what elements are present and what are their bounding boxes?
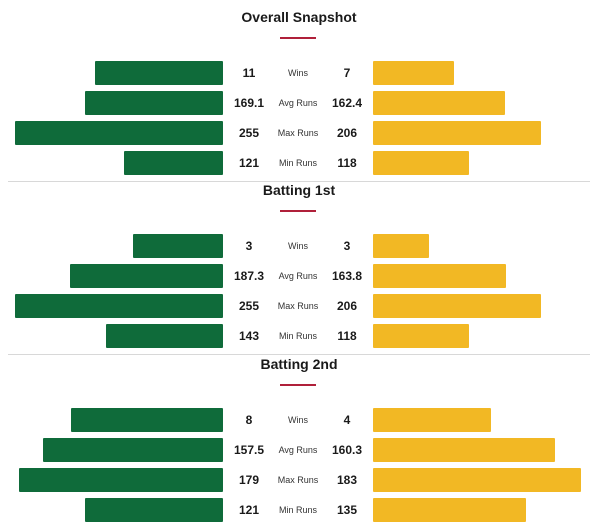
team-b-value: 135 bbox=[336, 503, 358, 517]
team-b-value: 118 bbox=[337, 156, 357, 170]
stat-label: Avg Runs bbox=[278, 271, 318, 281]
team-b-bar bbox=[373, 61, 454, 85]
team-a-value: 255 bbox=[238, 299, 260, 313]
team-a-value: 187.3 bbox=[233, 269, 265, 283]
team-b-bar bbox=[373, 91, 505, 115]
team-a-value: 8 bbox=[245, 413, 253, 427]
team-a-value: 179 bbox=[238, 473, 260, 487]
stat-label: Wins bbox=[288, 241, 308, 251]
stat-label: Avg Runs bbox=[278, 445, 318, 455]
stat-row-min-runs: 143 Min Runs 118 bbox=[0, 324, 598, 348]
title-underline bbox=[280, 384, 316, 386]
team-a-bar bbox=[85, 91, 223, 115]
team-b-value: 206 bbox=[336, 126, 358, 140]
stat-row-max-runs: 179 Max Runs 183 bbox=[0, 468, 598, 492]
stat-label: Max Runs bbox=[277, 128, 319, 138]
team-b-bar bbox=[373, 324, 469, 348]
section-title: Batting 1st bbox=[262, 182, 336, 198]
team-a-value: 3 bbox=[245, 239, 253, 253]
team-a-bar bbox=[19, 468, 223, 492]
stat-row-max-runs: 255 Max Runs 206 bbox=[0, 121, 598, 145]
team-a-value: 169.1 bbox=[233, 96, 265, 110]
stat-label: Wins bbox=[288, 415, 308, 425]
team-b-bar bbox=[373, 151, 469, 175]
team-a-bar bbox=[15, 121, 223, 145]
team-b-value: 3 bbox=[343, 239, 351, 253]
section-title: Overall Snapshot bbox=[241, 9, 357, 25]
team-a-value: 255 bbox=[238, 126, 260, 140]
team-b-value: 118 bbox=[337, 329, 357, 343]
team-a-bar bbox=[133, 234, 223, 258]
team-b-value: 163.8 bbox=[331, 269, 363, 283]
team-a-value: 11 bbox=[242, 66, 256, 80]
section-divider bbox=[8, 354, 590, 355]
team-b-value: 160.3 bbox=[331, 443, 363, 457]
team-a-value: 121 bbox=[238, 503, 260, 517]
stat-row-wins: 3 Wins 3 bbox=[0, 234, 598, 258]
team-b-value: 206 bbox=[336, 299, 358, 313]
title-underline bbox=[280, 210, 316, 212]
team-a-bar bbox=[124, 151, 223, 175]
section-divider bbox=[8, 181, 590, 182]
team-b-bar bbox=[373, 498, 526, 522]
team-a-bar bbox=[43, 438, 223, 462]
team-b-value: 183 bbox=[336, 473, 358, 487]
stat-label: Min Runs bbox=[278, 505, 317, 515]
team-b-bar bbox=[373, 264, 506, 288]
stat-label: Min Runs bbox=[278, 158, 317, 168]
team-b-bar bbox=[373, 408, 491, 432]
stat-label: Max Runs bbox=[277, 475, 319, 485]
team-b-value: 162.4 bbox=[331, 96, 363, 110]
team-b-bar bbox=[373, 121, 541, 145]
team-b-value: 7 bbox=[343, 66, 351, 80]
section-title: Batting 2nd bbox=[260, 356, 338, 372]
stat-row-min-runs: 121 Min Runs 118 bbox=[0, 151, 598, 175]
team-b-bar bbox=[373, 468, 581, 492]
team-a-bar bbox=[95, 61, 223, 85]
team-a-bar bbox=[106, 324, 223, 348]
title-underline bbox=[280, 37, 316, 39]
team-a-bar bbox=[85, 498, 223, 522]
stat-label: Min Runs bbox=[278, 331, 317, 341]
stat-row-wins: 11 Wins 7 bbox=[0, 61, 598, 85]
team-a-bar bbox=[70, 264, 223, 288]
team-b-value: 4 bbox=[343, 413, 351, 427]
stat-label: Wins bbox=[288, 68, 308, 78]
team-b-bar bbox=[373, 294, 541, 318]
stat-row-min-runs: 121 Min Runs 135 bbox=[0, 498, 598, 522]
team-a-value: 121 bbox=[238, 156, 260, 170]
stat-label: Avg Runs bbox=[278, 98, 318, 108]
stat-label: Max Runs bbox=[277, 301, 319, 311]
team-b-bar bbox=[373, 438, 555, 462]
team-a-value: 157.5 bbox=[233, 443, 265, 457]
stat-row-avg-runs: 157.5 Avg Runs 160.3 bbox=[0, 438, 598, 462]
team-a-bar bbox=[15, 294, 223, 318]
stat-row-wins: 8 Wins 4 bbox=[0, 408, 598, 432]
team-a-bar bbox=[71, 408, 223, 432]
team-b-bar bbox=[373, 234, 429, 258]
team-a-value: 143 bbox=[238, 329, 260, 343]
stat-row-avg-runs: 169.1 Avg Runs 162.4 bbox=[0, 91, 598, 115]
stat-row-max-runs: 255 Max Runs 206 bbox=[0, 294, 598, 318]
stat-row-avg-runs: 187.3 Avg Runs 163.8 bbox=[0, 264, 598, 288]
